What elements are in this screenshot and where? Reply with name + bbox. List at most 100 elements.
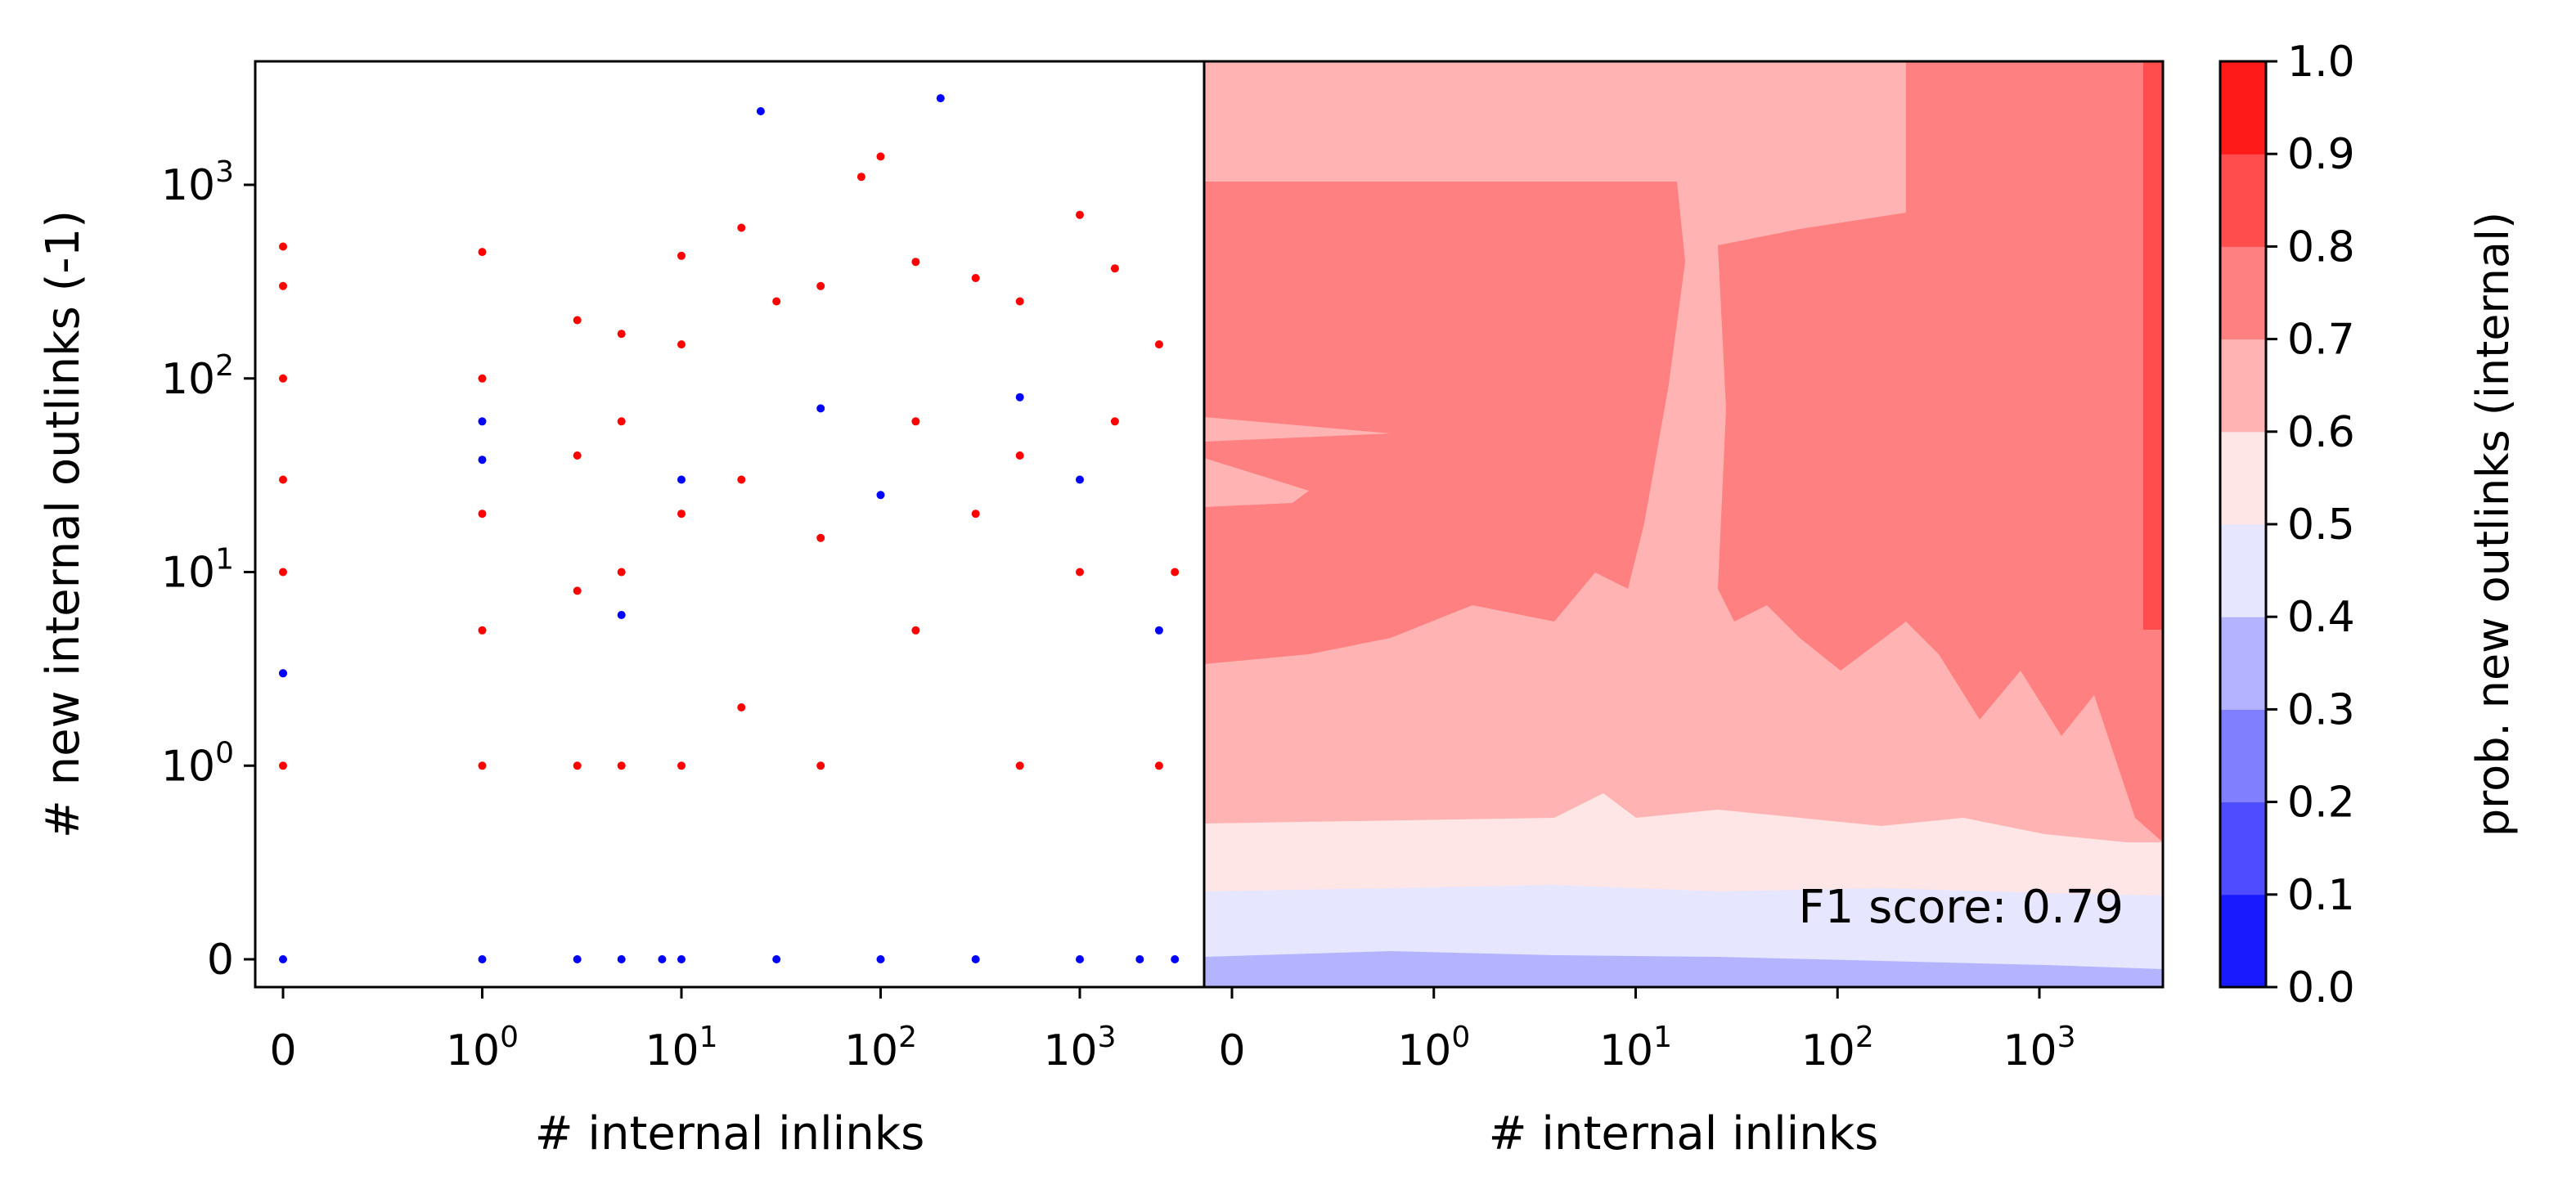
scatter-point <box>911 417 920 426</box>
right-x-axis-label: # internal inlinks <box>1489 1107 1879 1160</box>
scatter-point <box>478 417 487 426</box>
contour-band-zero <box>1204 951 2163 987</box>
scatter-point <box>1171 955 1180 963</box>
scatter-point <box>816 281 825 290</box>
scatter-point <box>737 223 746 232</box>
colorbar-tick-label: 0.3 <box>2287 685 2355 734</box>
scatter-point <box>1015 761 1024 770</box>
scatter-point <box>573 316 582 325</box>
scatter-point <box>279 955 287 963</box>
colorbar-level <box>2220 894 2266 988</box>
scatter-point <box>876 152 885 161</box>
scatter-point <box>876 491 885 500</box>
colorbar-tick-label: 0.9 <box>2287 130 2355 179</box>
scatter-point <box>573 451 582 460</box>
colorbar-level <box>2220 801 2266 896</box>
x-tick-label: 102 <box>844 1021 917 1075</box>
scatter-point <box>911 626 920 635</box>
y-tick-label: 100 <box>161 736 234 791</box>
scatter-point <box>573 586 582 595</box>
x-tick-label: 102 <box>1801 1021 1874 1075</box>
x-tick-label: 103 <box>1043 1021 1116 1075</box>
colorbar-level <box>2220 709 2266 803</box>
scatter-point <box>971 274 980 282</box>
contour-band-dark-strip <box>2143 61 2163 630</box>
left-x-axis-label: # internal inlinks <box>535 1107 925 1160</box>
colorbar-level <box>2220 61 2266 155</box>
scatter-point <box>1076 955 1084 963</box>
scatter-point <box>737 475 746 484</box>
scatter-point <box>573 955 582 963</box>
scatter-point <box>677 340 686 349</box>
x-tick-label: 103 <box>2003 1021 2075 1075</box>
colorbar-tick-label: 0.6 <box>2287 408 2355 457</box>
scatter-point <box>279 669 287 678</box>
colorbar-tick-label: 0.2 <box>2287 779 2355 828</box>
scatter-point <box>279 761 287 770</box>
colorbar-blocks <box>2220 61 2266 988</box>
contour-band-upper-right <box>1906 61 2163 842</box>
scatter-point <box>816 404 825 413</box>
y-tick-label: 103 <box>161 155 234 210</box>
scatter-point <box>1110 417 1119 426</box>
scatter-point <box>677 761 686 770</box>
scatter-point <box>772 955 781 963</box>
scatter-point <box>756 107 765 115</box>
contour-frame <box>1203 60 2165 989</box>
scatter-point <box>617 330 626 339</box>
scatter-point <box>772 297 781 306</box>
x-tick-label: 0 <box>1218 1026 1245 1075</box>
scatter-point <box>677 509 686 518</box>
colorbar-tick-label: 0.8 <box>2287 222 2355 272</box>
scatter-point <box>971 955 980 963</box>
scatter-point <box>573 761 582 770</box>
scatter-point <box>856 173 865 182</box>
y-tick-label: 101 <box>161 543 234 598</box>
scatter-point <box>816 533 825 542</box>
scatter-point <box>658 955 667 963</box>
colorbar-tick-label: 0.0 <box>2287 963 2355 1012</box>
scatter-point <box>677 475 686 484</box>
colorbar-level <box>2220 524 2266 617</box>
y-tick-label: 102 <box>161 349 234 404</box>
scatter-point <box>1135 955 1144 963</box>
scatter-point <box>1015 393 1024 402</box>
scatter-point <box>1171 568 1180 577</box>
scatter-point <box>1110 264 1119 273</box>
scatter-point <box>737 703 746 711</box>
colorbar-level <box>2220 431 2266 525</box>
scatter-point <box>617 568 626 577</box>
scatter-point <box>478 248 487 257</box>
scatter-point <box>617 761 626 770</box>
y-tick-label: 0 <box>207 936 234 985</box>
x-tick-label: 100 <box>1397 1021 1470 1075</box>
colorbar: 0.0 0.1 0.2 0.3 0.4 0.5 0.6 0.7 0.8 0.9 1.0 prob. … <box>2219 38 2519 1012</box>
x-tick-label: 101 <box>645 1021 717 1075</box>
scatter-point <box>971 509 980 518</box>
scatter-point <box>617 611 626 619</box>
scatter-point <box>279 242 287 251</box>
x-tick-label: 100 <box>446 1021 519 1075</box>
scatter-point <box>677 251 686 260</box>
scatter-point <box>478 955 487 963</box>
colorbar-level <box>2220 246 2266 340</box>
colorbar-tick-label: 0.4 <box>2287 593 2355 642</box>
colorbar-level <box>2220 339 2266 433</box>
colorbar-tick-label: 0.1 <box>2287 871 2355 920</box>
scatter-point <box>1154 761 1163 770</box>
scatter-point <box>279 374 287 383</box>
scatter-point <box>936 94 945 103</box>
scatter-point <box>1154 626 1163 635</box>
scatter-point <box>816 761 825 770</box>
scatter-point <box>279 475 287 484</box>
scatter-point <box>876 955 885 963</box>
scatter-point <box>478 626 487 635</box>
colorbar-tick-label: 1.0 <box>2287 38 2355 87</box>
colorbar-ticks: 0.0 0.1 0.2 0.3 0.4 0.5 0.6 0.7 0.8 0.9 1.0 <box>2266 38 2355 1012</box>
scatter-point <box>478 761 487 770</box>
scatter-point <box>478 509 487 518</box>
x-tick-label: 0 <box>269 1026 296 1075</box>
left-y-axis-label: # new internal outlinks (-1) <box>37 210 90 838</box>
scatter-point <box>677 955 686 963</box>
scatter-point <box>1076 568 1084 577</box>
